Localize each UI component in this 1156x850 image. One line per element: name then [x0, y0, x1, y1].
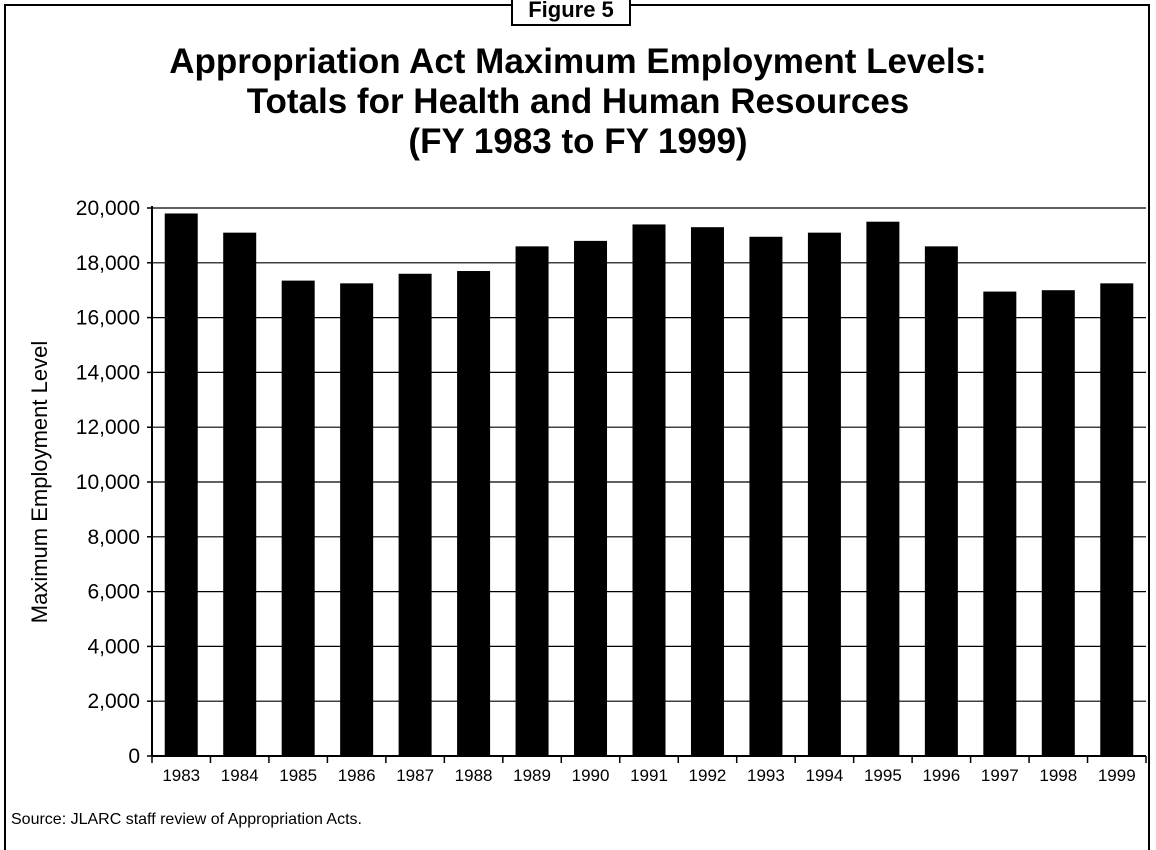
x-tick-label: 1988	[455, 766, 493, 785]
x-tick-label: 1990	[572, 766, 610, 785]
x-tick-label: 1987	[396, 766, 434, 785]
bar	[398, 273, 432, 756]
bar	[340, 283, 374, 756]
bar	[749, 236, 783, 756]
bar	[574, 240, 608, 756]
bar	[632, 224, 666, 756]
x-tick-label: 1992	[689, 766, 727, 785]
y-tick-label: 20,000	[76, 197, 140, 220]
bar	[281, 280, 315, 756]
x-tick-label: 1998	[1039, 766, 1077, 785]
bar	[164, 213, 198, 757]
x-tick-label: 1996	[922, 766, 960, 785]
bar	[457, 271, 491, 756]
source-note: Source: JLARC staff review of Appropriat…	[11, 811, 362, 828]
x-tick-label: 1997	[981, 766, 1019, 785]
y-tick-label: 14,000	[76, 361, 140, 384]
x-tick-label: 1995	[864, 766, 902, 785]
chart-title-line-2: Totals for Health and Human Resources	[246, 82, 910, 121]
bar	[690, 227, 724, 756]
y-tick-label: 18,000	[76, 252, 140, 275]
y-tick-label: 2,000	[87, 690, 140, 713]
figure-frame: Figure 5	[4, 0, 1150, 850]
bar	[924, 246, 958, 757]
y-axis-title: Maximum Employment Level	[27, 341, 52, 623]
bar	[866, 221, 900, 756]
y-tick-label: 8,000	[87, 526, 140, 549]
y-tick-label: 4,000	[87, 635, 140, 658]
bar	[515, 246, 549, 757]
bar	[807, 232, 841, 756]
x-tick-label: 1994	[805, 766, 843, 785]
chart-title-line-3: (FY 1983 to FY 1999)	[408, 122, 748, 161]
y-tick-label: 6,000	[87, 581, 140, 604]
bar	[223, 232, 257, 756]
chart-title: Appropriation Act Maximum Employment Lev…	[0, 42, 1156, 162]
chart-title-line-1: Appropriation Act Maximum Employment Lev…	[169, 42, 987, 81]
y-tick-label: 0	[128, 745, 140, 768]
y-tick-label: 10,000	[76, 471, 140, 494]
x-tick-label: 1983	[162, 766, 200, 785]
figure-label: Figure 5	[511, 0, 631, 26]
x-tick-label: 1985	[279, 766, 317, 785]
bar	[1100, 283, 1134, 756]
y-tick-label: 12,000	[76, 416, 140, 439]
x-tick-label: 1989	[513, 766, 551, 785]
y-tick-label: 16,000	[76, 307, 140, 330]
x-tick-label: 1991	[630, 766, 668, 785]
x-tick-label: 1984	[221, 766, 259, 785]
x-tick-label: 1999	[1098, 766, 1136, 785]
bar	[1041, 290, 1075, 756]
x-tick-label: 1986	[338, 766, 376, 785]
bar	[983, 291, 1017, 756]
x-tick-label: 1993	[747, 766, 785, 785]
